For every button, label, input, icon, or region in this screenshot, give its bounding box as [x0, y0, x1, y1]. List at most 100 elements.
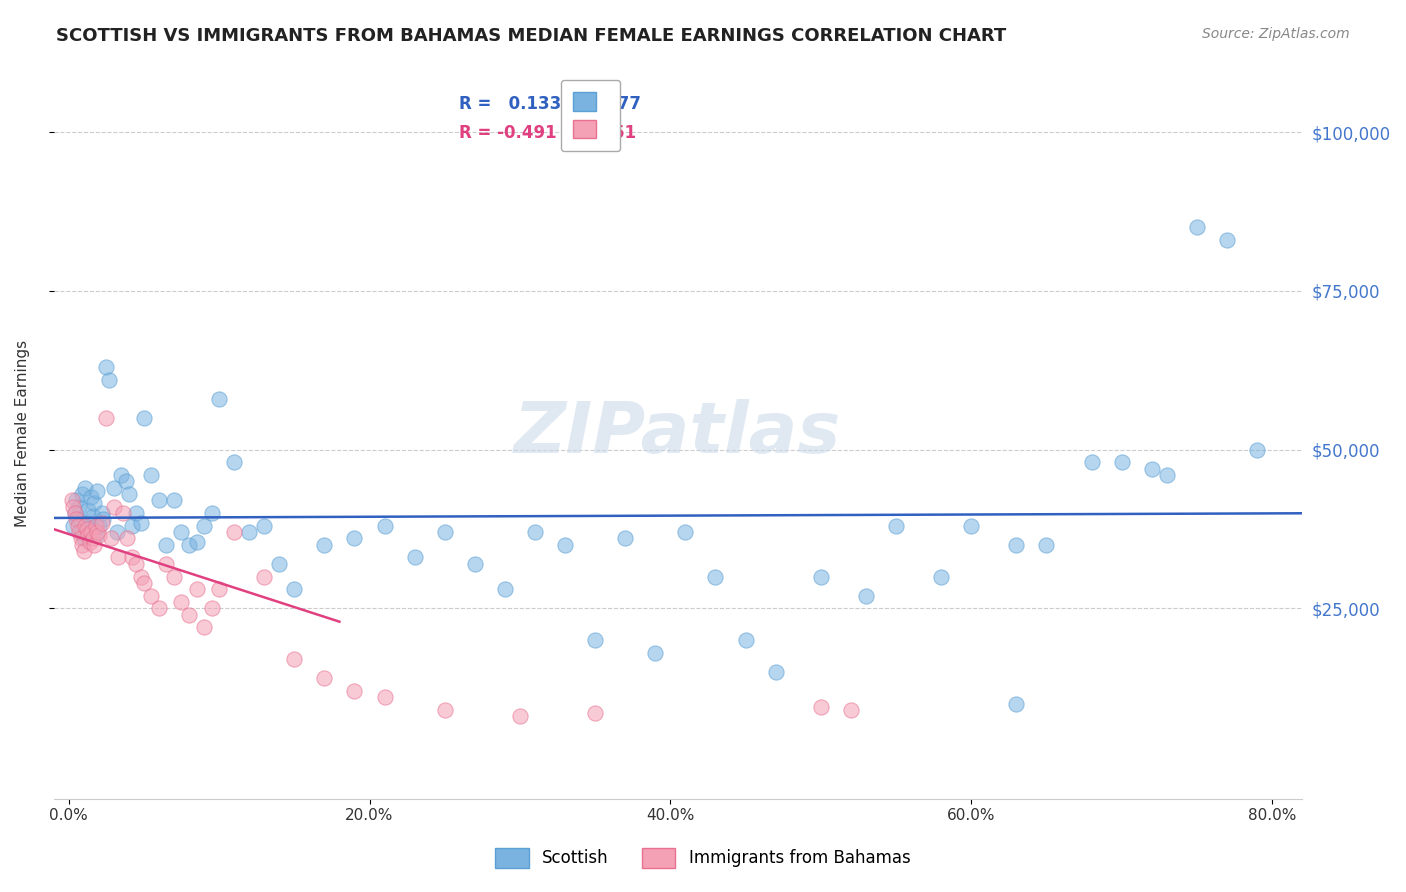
Point: [125, 557, 148, 571]
Point: [224, 455, 246, 469]
Point: [69, 532, 91, 546]
Point: [90, 506, 112, 520]
Point: [114, 475, 136, 489]
Point: [96, 359, 118, 374]
Point: [103, 481, 125, 495]
Point: [66, 512, 89, 526]
Point: [343, 683, 366, 698]
Point: [583, 633, 606, 648]
Point: [839, 703, 862, 717]
Point: [855, 589, 877, 603]
Point: [148, 601, 170, 615]
Point: [193, 620, 215, 634]
Point: [810, 699, 832, 714]
Point: [65, 512, 87, 526]
Point: [70, 487, 93, 501]
Point: [76, 516, 98, 530]
Point: [63, 506, 86, 520]
Point: [1111, 455, 1133, 469]
Point: [673, 524, 696, 539]
Text: R = -0.491   N = 51: R = -0.491 N = 51: [460, 124, 637, 142]
Point: [404, 550, 426, 565]
Point: [1216, 233, 1239, 247]
Point: [121, 518, 143, 533]
Point: [105, 524, 128, 539]
Text: Source: ZipAtlas.com: Source: ZipAtlas.com: [1202, 27, 1350, 41]
Point: [70, 538, 93, 552]
Point: [84, 528, 107, 542]
Point: [494, 582, 516, 597]
Point: [111, 506, 134, 520]
Point: [132, 575, 155, 590]
Point: [1246, 442, 1268, 457]
Point: [374, 518, 396, 533]
Point: [73, 544, 96, 558]
Point: [141, 589, 163, 603]
Point: [84, 518, 107, 533]
Point: [87, 528, 110, 542]
Point: [91, 512, 114, 526]
Point: [60, 493, 83, 508]
Point: [62, 500, 84, 514]
Point: [186, 534, 208, 549]
Point: [644, 646, 666, 660]
Point: [80, 490, 103, 504]
Point: [283, 582, 305, 597]
Legend: Scottish, Immigrants from Bahamas: Scottish, Immigrants from Bahamas: [489, 841, 917, 875]
Point: [1156, 467, 1178, 482]
Point: [200, 601, 222, 615]
Point: [121, 550, 143, 565]
Point: [132, 410, 155, 425]
Point: [1185, 220, 1208, 235]
Point: [103, 500, 125, 514]
Point: [1005, 697, 1028, 711]
Point: [433, 703, 456, 717]
Legend: , : ,: [561, 79, 620, 151]
Point: [87, 518, 110, 533]
Point: [90, 516, 112, 530]
Point: [810, 569, 832, 583]
Point: [129, 516, 152, 530]
Point: [107, 550, 129, 565]
Point: [253, 569, 276, 583]
Point: [83, 496, 105, 510]
Point: [75, 518, 97, 533]
Point: [269, 557, 291, 571]
Point: [884, 518, 907, 533]
Point: [583, 706, 606, 720]
Point: [509, 709, 531, 723]
Point: [79, 534, 101, 549]
Point: [100, 532, 122, 546]
Point: [163, 493, 186, 508]
Point: [314, 538, 336, 552]
Point: [433, 524, 456, 539]
Point: [77, 503, 100, 517]
Point: [170, 595, 193, 609]
Point: [170, 524, 193, 539]
Point: [117, 532, 139, 546]
Point: [69, 524, 91, 539]
Point: [283, 652, 305, 666]
Point: [960, 518, 983, 533]
Point: [1035, 538, 1057, 552]
Point: [86, 524, 108, 539]
Point: [125, 506, 148, 520]
Point: [704, 569, 727, 583]
Point: [177, 538, 200, 552]
Point: [98, 373, 121, 387]
Point: [1005, 538, 1028, 552]
Point: [929, 569, 952, 583]
Point: [83, 538, 105, 552]
Point: [67, 500, 90, 514]
Point: [1080, 455, 1102, 469]
Text: SCOTTISH VS IMMIGRANTS FROM BAHAMAS MEDIAN FEMALE EARNINGS CORRELATION CHART: SCOTTISH VS IMMIGRANTS FROM BAHAMAS MEDI…: [56, 27, 1007, 45]
Point: [80, 524, 103, 539]
Point: [155, 557, 177, 571]
Point: [66, 518, 89, 533]
Point: [177, 607, 200, 622]
Point: [163, 569, 186, 583]
Point: [129, 569, 152, 583]
Point: [765, 665, 787, 679]
Point: [148, 493, 170, 508]
Point: [1140, 461, 1163, 475]
